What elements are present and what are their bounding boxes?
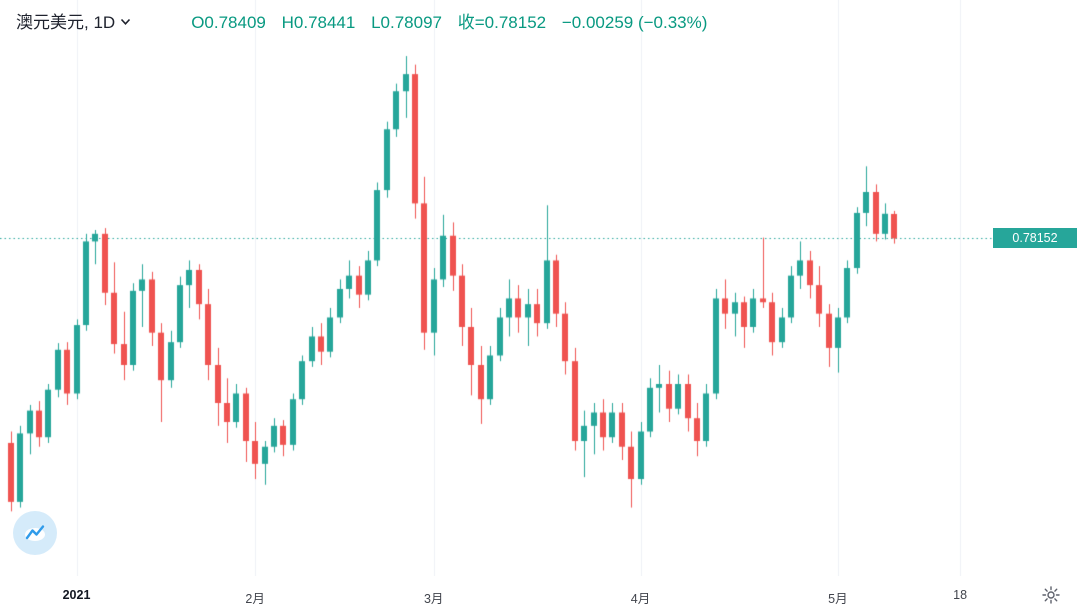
time-axis[interactable]: 2021 2月 3月 4月 5月 18 bbox=[0, 576, 1077, 614]
candlestick-chart[interactable] bbox=[0, 0, 1077, 576]
x-axis-tick: 5月 bbox=[828, 592, 848, 606]
close-value: 收=0.78152 bbox=[457, 13, 547, 32]
x-axis-tick: 2月 bbox=[245, 592, 265, 606]
symbol-title[interactable]: 澳元美元, 1D bbox=[16, 13, 116, 32]
high-value: H0.78441 bbox=[281, 13, 356, 32]
x-axis-tick: 18 bbox=[953, 588, 968, 602]
low-value: L0.78097 bbox=[371, 13, 442, 32]
change-value: −0.00259 (−0.33%) bbox=[561, 13, 708, 32]
platform-logo-icon bbox=[13, 511, 57, 555]
gear-icon[interactable] bbox=[1039, 583, 1063, 607]
ohlc-values: O0.78409 H0.78441 L0.78097 收=0.78152 −0.… bbox=[191, 8, 718, 33]
symbol-legend: 澳元美元, 1D O0.78409 H0.78441 L0.78097 收=0.… bbox=[16, 8, 718, 33]
chevron-down-icon[interactable] bbox=[120, 18, 131, 26]
x-axis-tick: 2021 bbox=[62, 588, 91, 602]
open-value: O0.78409 bbox=[191, 13, 266, 32]
price-tag: 0.78152 bbox=[993, 228, 1077, 249]
x-axis-tick: 4月 bbox=[630, 592, 651, 606]
x-axis-tick: 3月 bbox=[423, 592, 444, 606]
